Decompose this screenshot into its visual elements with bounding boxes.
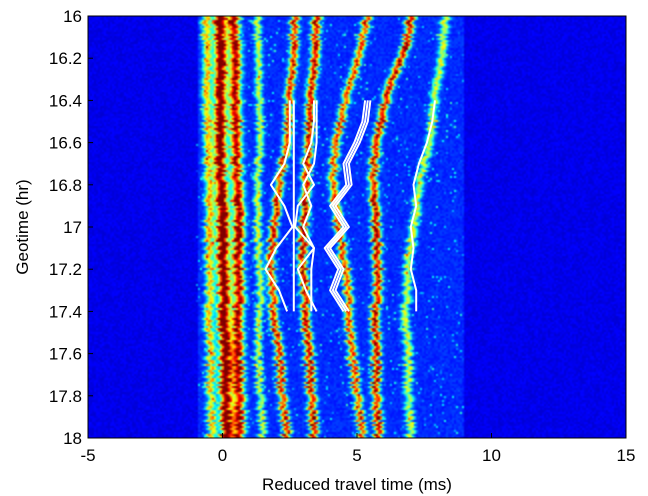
- y-tick-label: 17.8: [49, 387, 82, 406]
- y-tick-label: 16.2: [49, 49, 82, 68]
- y-axis-label: Geotime (hr): [13, 179, 32, 274]
- overlay-traces: [264, 100, 436, 312]
- y-tick-label: 16: [63, 7, 82, 26]
- overlay-trace: [302, 100, 318, 312]
- overlay-trace: [294, 100, 318, 312]
- y-tick-label: 16.8: [49, 176, 82, 195]
- overlay-trace: [409, 100, 436, 312]
- x-axis-label: Reduced travel time (ms): [262, 475, 452, 494]
- y-axis: 16 16.2 16.4 16.6 16.8 17 17.2 17.4 17.6 17.8 18: [49, 7, 93, 448]
- x-tick-label: 15: [617, 446, 636, 465]
- overlay-trace: [264, 100, 294, 312]
- y-tick-label: 17: [63, 218, 82, 237]
- heatmap-image: [88, 16, 626, 438]
- overlay-trace: [329, 100, 372, 312]
- y-tick-label: 17.2: [49, 260, 82, 279]
- overlay-trace: [326, 100, 369, 312]
- y-tick-label: 16.4: [49, 91, 82, 110]
- y-tick-label: 18: [63, 429, 82, 448]
- x-tick-label: -5: [80, 446, 95, 465]
- overlay-trace: [323, 100, 367, 312]
- y-tick-label: 17.6: [49, 345, 82, 364]
- x-tick-label: 0: [218, 446, 227, 465]
- y-tick-label: 17.4: [49, 302, 82, 321]
- x-tick-label: 10: [482, 446, 501, 465]
- y-tick-label: 16.6: [49, 134, 82, 153]
- x-axis: -5 0 5 10 15: [80, 433, 635, 465]
- x-tick-label: 5: [352, 446, 361, 465]
